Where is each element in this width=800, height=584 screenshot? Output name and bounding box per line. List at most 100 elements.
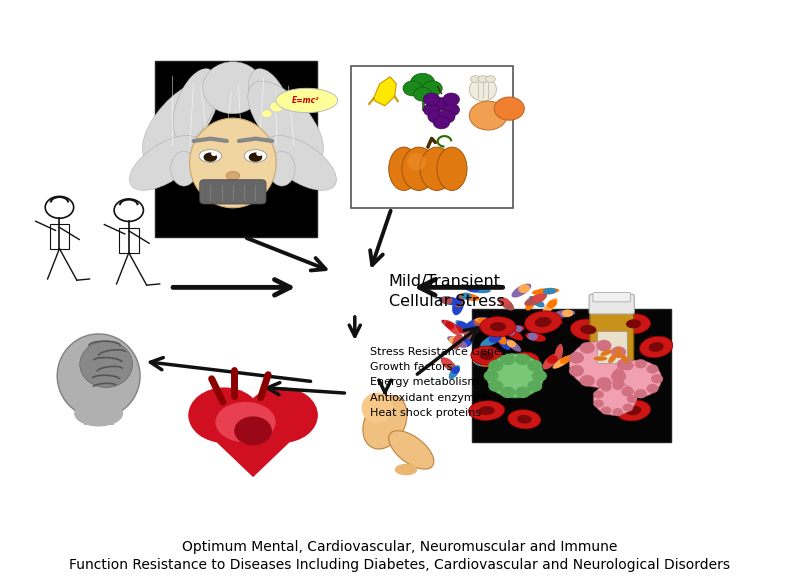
Circle shape	[594, 391, 604, 398]
Ellipse shape	[498, 297, 514, 311]
Circle shape	[597, 377, 611, 389]
Ellipse shape	[600, 349, 613, 356]
Ellipse shape	[525, 311, 562, 333]
Ellipse shape	[486, 76, 495, 82]
Ellipse shape	[526, 296, 536, 311]
Ellipse shape	[455, 320, 474, 335]
Ellipse shape	[554, 344, 563, 365]
Ellipse shape	[248, 81, 323, 164]
Ellipse shape	[517, 415, 532, 423]
Circle shape	[428, 110, 445, 123]
Ellipse shape	[542, 288, 557, 294]
Circle shape	[423, 93, 440, 106]
Ellipse shape	[533, 294, 545, 303]
Circle shape	[569, 352, 584, 364]
Ellipse shape	[362, 392, 394, 423]
Circle shape	[594, 399, 604, 408]
Ellipse shape	[473, 317, 486, 326]
Ellipse shape	[501, 326, 523, 340]
Ellipse shape	[449, 336, 460, 345]
Ellipse shape	[626, 406, 642, 415]
Ellipse shape	[555, 346, 563, 357]
Circle shape	[433, 116, 450, 129]
Ellipse shape	[464, 329, 475, 339]
Ellipse shape	[504, 354, 526, 363]
Ellipse shape	[445, 321, 454, 329]
Ellipse shape	[594, 356, 607, 361]
Ellipse shape	[203, 152, 217, 162]
Circle shape	[256, 151, 262, 156]
Ellipse shape	[511, 284, 531, 297]
Ellipse shape	[580, 325, 597, 334]
Text: Mild/Transient: Mild/Transient	[389, 274, 501, 289]
Circle shape	[423, 103, 440, 116]
Ellipse shape	[534, 317, 551, 327]
Circle shape	[414, 87, 432, 101]
Ellipse shape	[389, 430, 434, 469]
Ellipse shape	[463, 327, 474, 347]
Ellipse shape	[547, 355, 558, 364]
Ellipse shape	[490, 322, 506, 331]
Bar	[471, 310, 671, 443]
Ellipse shape	[544, 316, 562, 324]
Circle shape	[443, 93, 459, 106]
Ellipse shape	[471, 346, 502, 365]
Ellipse shape	[441, 296, 453, 304]
Ellipse shape	[506, 339, 522, 352]
Ellipse shape	[451, 366, 460, 374]
Circle shape	[515, 387, 530, 398]
Ellipse shape	[608, 354, 617, 363]
Ellipse shape	[420, 147, 454, 190]
Ellipse shape	[190, 118, 276, 208]
Circle shape	[611, 346, 626, 358]
Circle shape	[570, 341, 630, 387]
Text: Cellular Stress: Cellular Stress	[389, 294, 504, 309]
Ellipse shape	[202, 62, 263, 114]
Ellipse shape	[494, 328, 506, 345]
Ellipse shape	[459, 293, 480, 301]
Ellipse shape	[508, 409, 541, 429]
Circle shape	[527, 360, 542, 371]
Circle shape	[626, 395, 638, 403]
Circle shape	[634, 359, 646, 369]
Ellipse shape	[457, 321, 468, 330]
Ellipse shape	[649, 342, 664, 352]
Ellipse shape	[269, 151, 295, 186]
Ellipse shape	[470, 78, 497, 101]
Ellipse shape	[74, 401, 123, 426]
Ellipse shape	[443, 321, 456, 329]
Ellipse shape	[407, 153, 426, 171]
Ellipse shape	[542, 298, 558, 314]
Ellipse shape	[497, 335, 510, 350]
Circle shape	[403, 81, 422, 96]
Ellipse shape	[470, 76, 480, 82]
Text: Stress Resistance Genes
Growth factors
Energy metabolism
Antioxidant enzymes
Hea: Stress Resistance Genes Growth factors E…	[370, 347, 506, 418]
Ellipse shape	[442, 320, 465, 334]
Ellipse shape	[547, 300, 557, 308]
Ellipse shape	[474, 358, 485, 366]
Ellipse shape	[503, 325, 525, 333]
Ellipse shape	[469, 401, 505, 420]
Circle shape	[433, 98, 450, 110]
Circle shape	[488, 380, 503, 392]
Circle shape	[500, 353, 515, 365]
Ellipse shape	[57, 334, 140, 418]
Ellipse shape	[546, 316, 555, 322]
Ellipse shape	[248, 68, 293, 141]
Ellipse shape	[479, 352, 494, 360]
Circle shape	[622, 387, 634, 397]
Circle shape	[580, 342, 595, 354]
Ellipse shape	[467, 322, 480, 339]
Ellipse shape	[617, 314, 650, 334]
Ellipse shape	[478, 76, 488, 82]
Circle shape	[597, 340, 611, 352]
Ellipse shape	[276, 88, 338, 113]
Circle shape	[614, 360, 662, 397]
Polygon shape	[374, 77, 396, 106]
FancyBboxPatch shape	[593, 293, 630, 302]
Circle shape	[410, 74, 434, 92]
Ellipse shape	[620, 354, 629, 363]
Circle shape	[651, 374, 663, 383]
Bar	[119, 228, 138, 253]
Circle shape	[613, 369, 625, 378]
